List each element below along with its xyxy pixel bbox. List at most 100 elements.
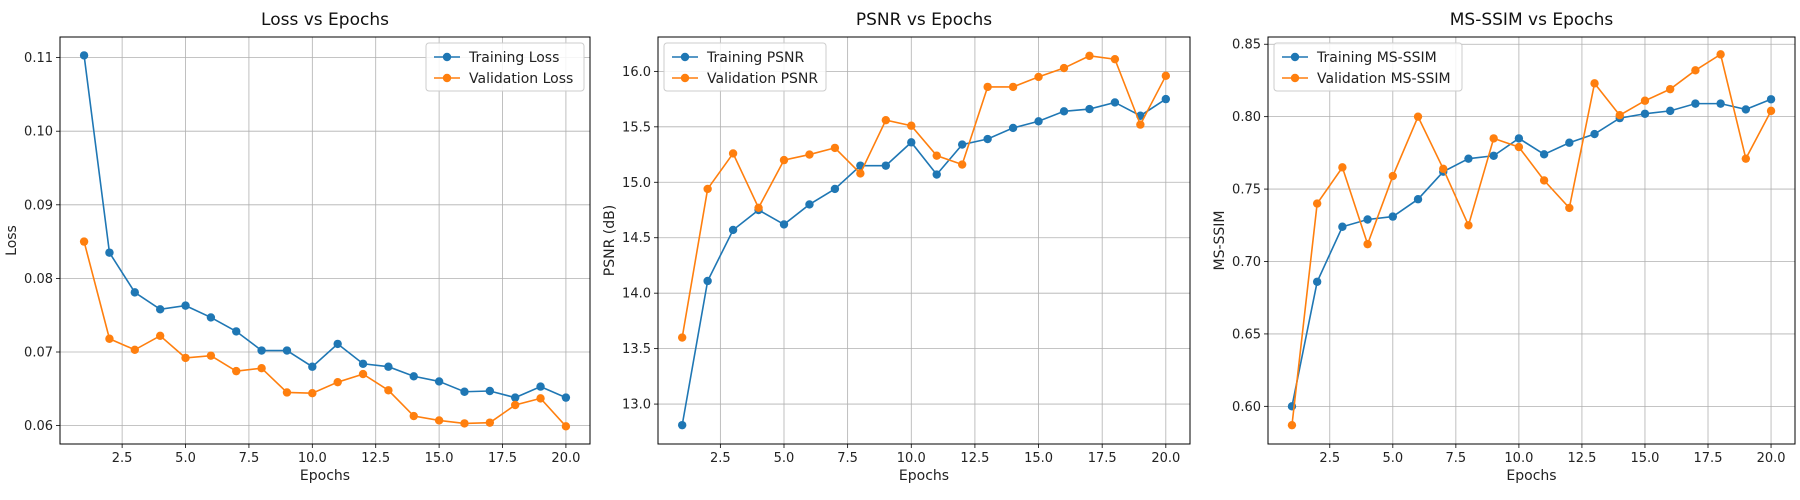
data-point: [1489, 151, 1498, 160]
data-point: [1716, 50, 1725, 59]
x-tick-label: 17.5: [488, 451, 517, 466]
y-tick-label: 15.0: [622, 176, 651, 191]
data-point: [907, 138, 916, 147]
y-tick-label: 14.5: [622, 231, 651, 246]
data-point: [1539, 150, 1549, 159]
data-point: [1413, 195, 1423, 204]
data-point: [1741, 154, 1751, 163]
data-point: [1136, 120, 1145, 129]
data-point: [779, 155, 789, 165]
data-point: [485, 386, 495, 396]
x-tick-label: 10.0: [298, 451, 327, 466]
x-tick-label: 5.0: [774, 451, 795, 466]
legend: Training PSNR Validation PSNR: [663, 42, 827, 92]
y-tick-label: 0.06: [24, 419, 53, 434]
legend-marker: [680, 52, 690, 62]
data-point: [1665, 84, 1675, 94]
data-point: [105, 248, 114, 257]
legend-box: [663, 42, 827, 92]
data-point: [155, 305, 165, 314]
data-point: [1161, 71, 1171, 81]
x-tick-label: 20.0: [551, 451, 580, 466]
data-point: [805, 150, 814, 159]
data-point: [257, 363, 266, 373]
chart-title: Loss vs Epochs: [261, 10, 389, 30]
y-tick-label: 0.08: [24, 272, 53, 287]
y-axis-label: PSNR (dB): [602, 205, 618, 276]
data-point: [1059, 107, 1069, 116]
data-point: [1691, 66, 1700, 75]
data-point: [1110, 54, 1120, 64]
y-tick-label: 0.60: [1232, 400, 1261, 415]
legend: Training MS-SSIM Validation MS-SSIM: [1273, 42, 1463, 92]
y-tick-label: 0.07: [24, 346, 53, 361]
data-point: [1363, 215, 1372, 224]
plot-frame: [59, 36, 591, 445]
data-point: [1514, 134, 1524, 143]
data-point: [79, 237, 89, 246]
y-tick-label: 15.5: [622, 120, 651, 135]
data-point: [257, 346, 266, 355]
data-point: [460, 387, 469, 396]
data-point: [957, 140, 967, 149]
x-tick-label: 5.0: [1382, 451, 1403, 466]
data-point: [1464, 221, 1473, 230]
data-point: [703, 276, 712, 286]
data-point: [881, 161, 891, 170]
y-tick-label: 13.5: [622, 342, 651, 357]
x-tick-label: 5.0: [175, 451, 196, 466]
x-tick-label: 20.0: [1757, 451, 1786, 466]
data-point: [358, 369, 368, 379]
series-line-training: [83, 55, 567, 399]
data-point: [1640, 109, 1650, 118]
data-point: [805, 200, 814, 209]
x-tick-label: 7.5: [1446, 451, 1467, 466]
data-point: [536, 382, 545, 391]
data-point: [181, 353, 190, 363]
data-point: [384, 362, 393, 371]
data-point: [561, 393, 571, 402]
y-tick-label: 14.0: [622, 287, 651, 302]
data-point: [409, 372, 418, 381]
legend-label: Validation PSNR: [707, 71, 818, 87]
data-point: [1312, 199, 1322, 208]
x-tick-label: 17.5: [1088, 451, 1117, 466]
series-line-validation: [1291, 53, 1772, 426]
data-point: [932, 151, 941, 160]
data-point: [1388, 171, 1398, 181]
data-point: [1691, 99, 1700, 108]
x-tick-label: 12.5: [1567, 451, 1596, 466]
chart-title: PSNR vs Epochs: [856, 10, 992, 30]
data-point: [830, 143, 840, 153]
x-tick-label: 2.5: [1319, 451, 1340, 466]
x-tick-label: 7.5: [837, 451, 858, 466]
data-point: [1085, 51, 1094, 61]
data-point: [728, 225, 738, 235]
data-point: [308, 389, 317, 398]
data-point: [1640, 96, 1650, 105]
x-axis-label: Epochs: [899, 468, 949, 484]
chart-panel-3: 2.5 5.0 7.5 10.0 12.5 15.0 17.5 20.0 0.60 0.65 0.7…: [1212, 10, 1796, 484]
data-point: [1034, 72, 1043, 82]
legend-label: Training MS-SSIM: [1316, 50, 1437, 66]
chart-panel-2: 2.5 5.0 7.5 10.0 12.5 15.0 17.5 20.0 13.0 13.5 14.…: [602, 10, 1191, 484]
series-line-validation: [83, 241, 567, 427]
data-point: [830, 184, 840, 194]
x-tick-label: 10.0: [897, 451, 926, 466]
data-point: [1059, 63, 1069, 73]
data-point: [232, 366, 241, 376]
x-tick-label: 2.5: [112, 451, 133, 466]
data-point: [79, 51, 89, 60]
y-tick-label: 13.0: [622, 398, 651, 413]
data-point: [1514, 142, 1524, 152]
data-point: [232, 327, 241, 336]
data-point: [1413, 112, 1423, 121]
legend-marker: [442, 73, 452, 83]
y-tick-label: 0.11: [24, 51, 53, 66]
data-point: [485, 418, 495, 427]
y-tick-label: 16.0: [622, 65, 651, 80]
data-point: [1590, 79, 1599, 88]
plot-frame: [1267, 36, 1796, 445]
